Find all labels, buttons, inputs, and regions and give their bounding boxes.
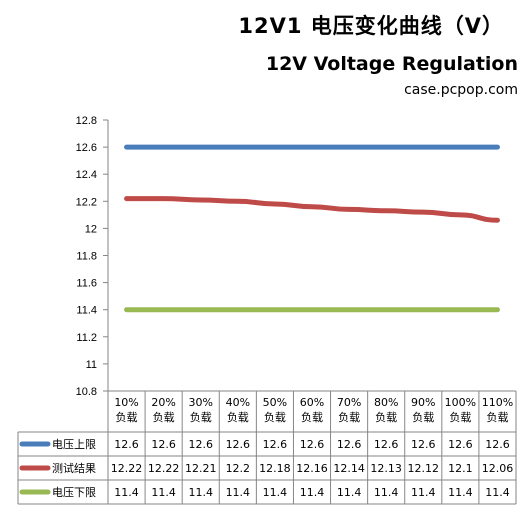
y-tick-label: 12.6 [76,142,97,154]
chart-title: 12V1 电压变化曲线（V） [238,14,504,38]
y-tick-label: 11.6 [76,278,97,290]
legend-label: 电压上限 [52,438,96,451]
y-tick-label: 11.2 [76,332,97,344]
legend-label: 电压下限 [52,486,96,499]
data-label: 11.4 [485,486,510,499]
data-label: 12.6 [114,438,139,451]
data-label: 12.6 [263,438,288,451]
category-label: 10%负载 [114,396,138,424]
series-line-1 [124,196,500,223]
data-label: 11.4 [263,486,288,499]
data-label: 11.4 [151,486,176,499]
legend-label: 测试结果 [52,462,96,475]
y-tick-label: 12.2 [76,196,97,208]
data-label: 11.4 [226,486,251,499]
data-label: 12.6 [151,438,176,451]
data-label: 12.6 [337,438,362,451]
data-label: 12.6 [188,438,213,451]
data-label: 12.12 [408,462,440,475]
category-label: 90%负载 [411,396,435,424]
category-label: 70%负载 [337,396,361,424]
data-label: 12.06 [482,462,514,475]
data-label: 12.14 [333,462,365,475]
y-tick-label: 11.4 [76,305,97,317]
category-label: 60%负载 [300,396,324,424]
data-label: 12.6 [226,438,251,451]
data-label: 12.6 [374,438,399,451]
data-label: 12.22 [111,462,143,475]
data-label: 11.4 [300,486,325,499]
data-label: 12.22 [148,462,180,475]
data-label: 12.6 [411,438,436,451]
data-label: 11.4 [374,486,399,499]
data-label: 11.4 [337,486,362,499]
y-tick-label: 11 [86,359,97,371]
source-label: case.pcpop.com [404,82,518,98]
data-label: 11.4 [188,486,213,499]
category-label: 100%负载 [445,396,476,424]
category-label: 80%负载 [374,396,398,424]
category-label: 20%负载 [151,396,175,424]
y-tick-label: 12.8 [76,115,97,127]
y-tick-label: 11.8 [76,251,97,263]
data-label: 11.4 [448,486,473,499]
data-label: 12.6 [448,438,473,451]
data-label: 11.4 [411,486,436,499]
data-label: 12.6 [485,438,510,451]
data-label: 11.4 [114,486,139,499]
data-label: 12.13 [370,462,402,475]
data-label: 12.18 [259,462,291,475]
category-label: 40%负载 [226,396,250,424]
chart-subtitle: 12V Voltage Regulation [265,53,518,75]
y-tick-label: 10.8 [76,386,97,398]
data-label: 12.1 [448,462,473,475]
data-label: 12.6 [300,438,325,451]
category-label: 30%负载 [189,396,213,424]
data-label: 12.16 [296,462,328,475]
y-tick-label: 12 [85,223,97,235]
data-label: 12.2 [226,462,251,475]
category-label: 50%负载 [263,396,287,424]
data-label: 12.21 [185,462,217,475]
category-label: 110%负载 [482,396,513,424]
y-tick-label: 12.4 [76,169,97,181]
